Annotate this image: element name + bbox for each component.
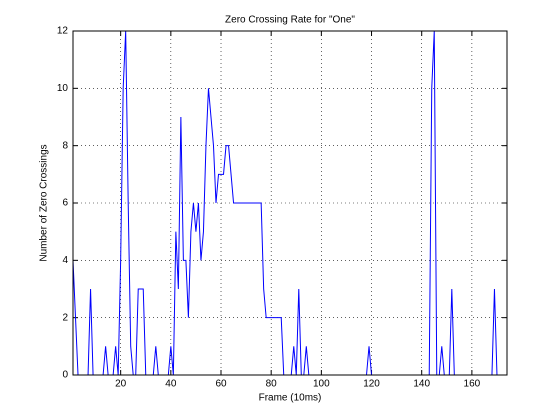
x-tick-label: 60 — [215, 379, 227, 390]
y-tick-label: 12 — [57, 26, 69, 37]
y-tick-label: 8 — [62, 140, 68, 151]
plot-frame — [72, 30, 508, 376]
x-tick-label: 160 — [464, 379, 481, 390]
y-tick-label: 4 — [62, 255, 68, 266]
x-tick-label: 80 — [266, 379, 278, 390]
y-tick-label: 0 — [62, 370, 68, 381]
y-tick-label: 2 — [62, 312, 68, 323]
x-axis-label: Frame (10ms) — [259, 393, 322, 404]
y-axis-label: Number of Zero Crossings — [39, 144, 50, 261]
x-tick-label: 140 — [413, 379, 430, 390]
y-tick-label: 10 — [57, 83, 69, 94]
chart-title: Zero Crossing Rate for "One" — [225, 15, 355, 26]
x-tick-label: 100 — [313, 379, 330, 390]
x-tick-label: 120 — [363, 379, 380, 390]
x-tick-label: 20 — [115, 379, 127, 390]
x-tick-label: 40 — [165, 379, 177, 390]
y-tick-label: 6 — [62, 198, 68, 209]
